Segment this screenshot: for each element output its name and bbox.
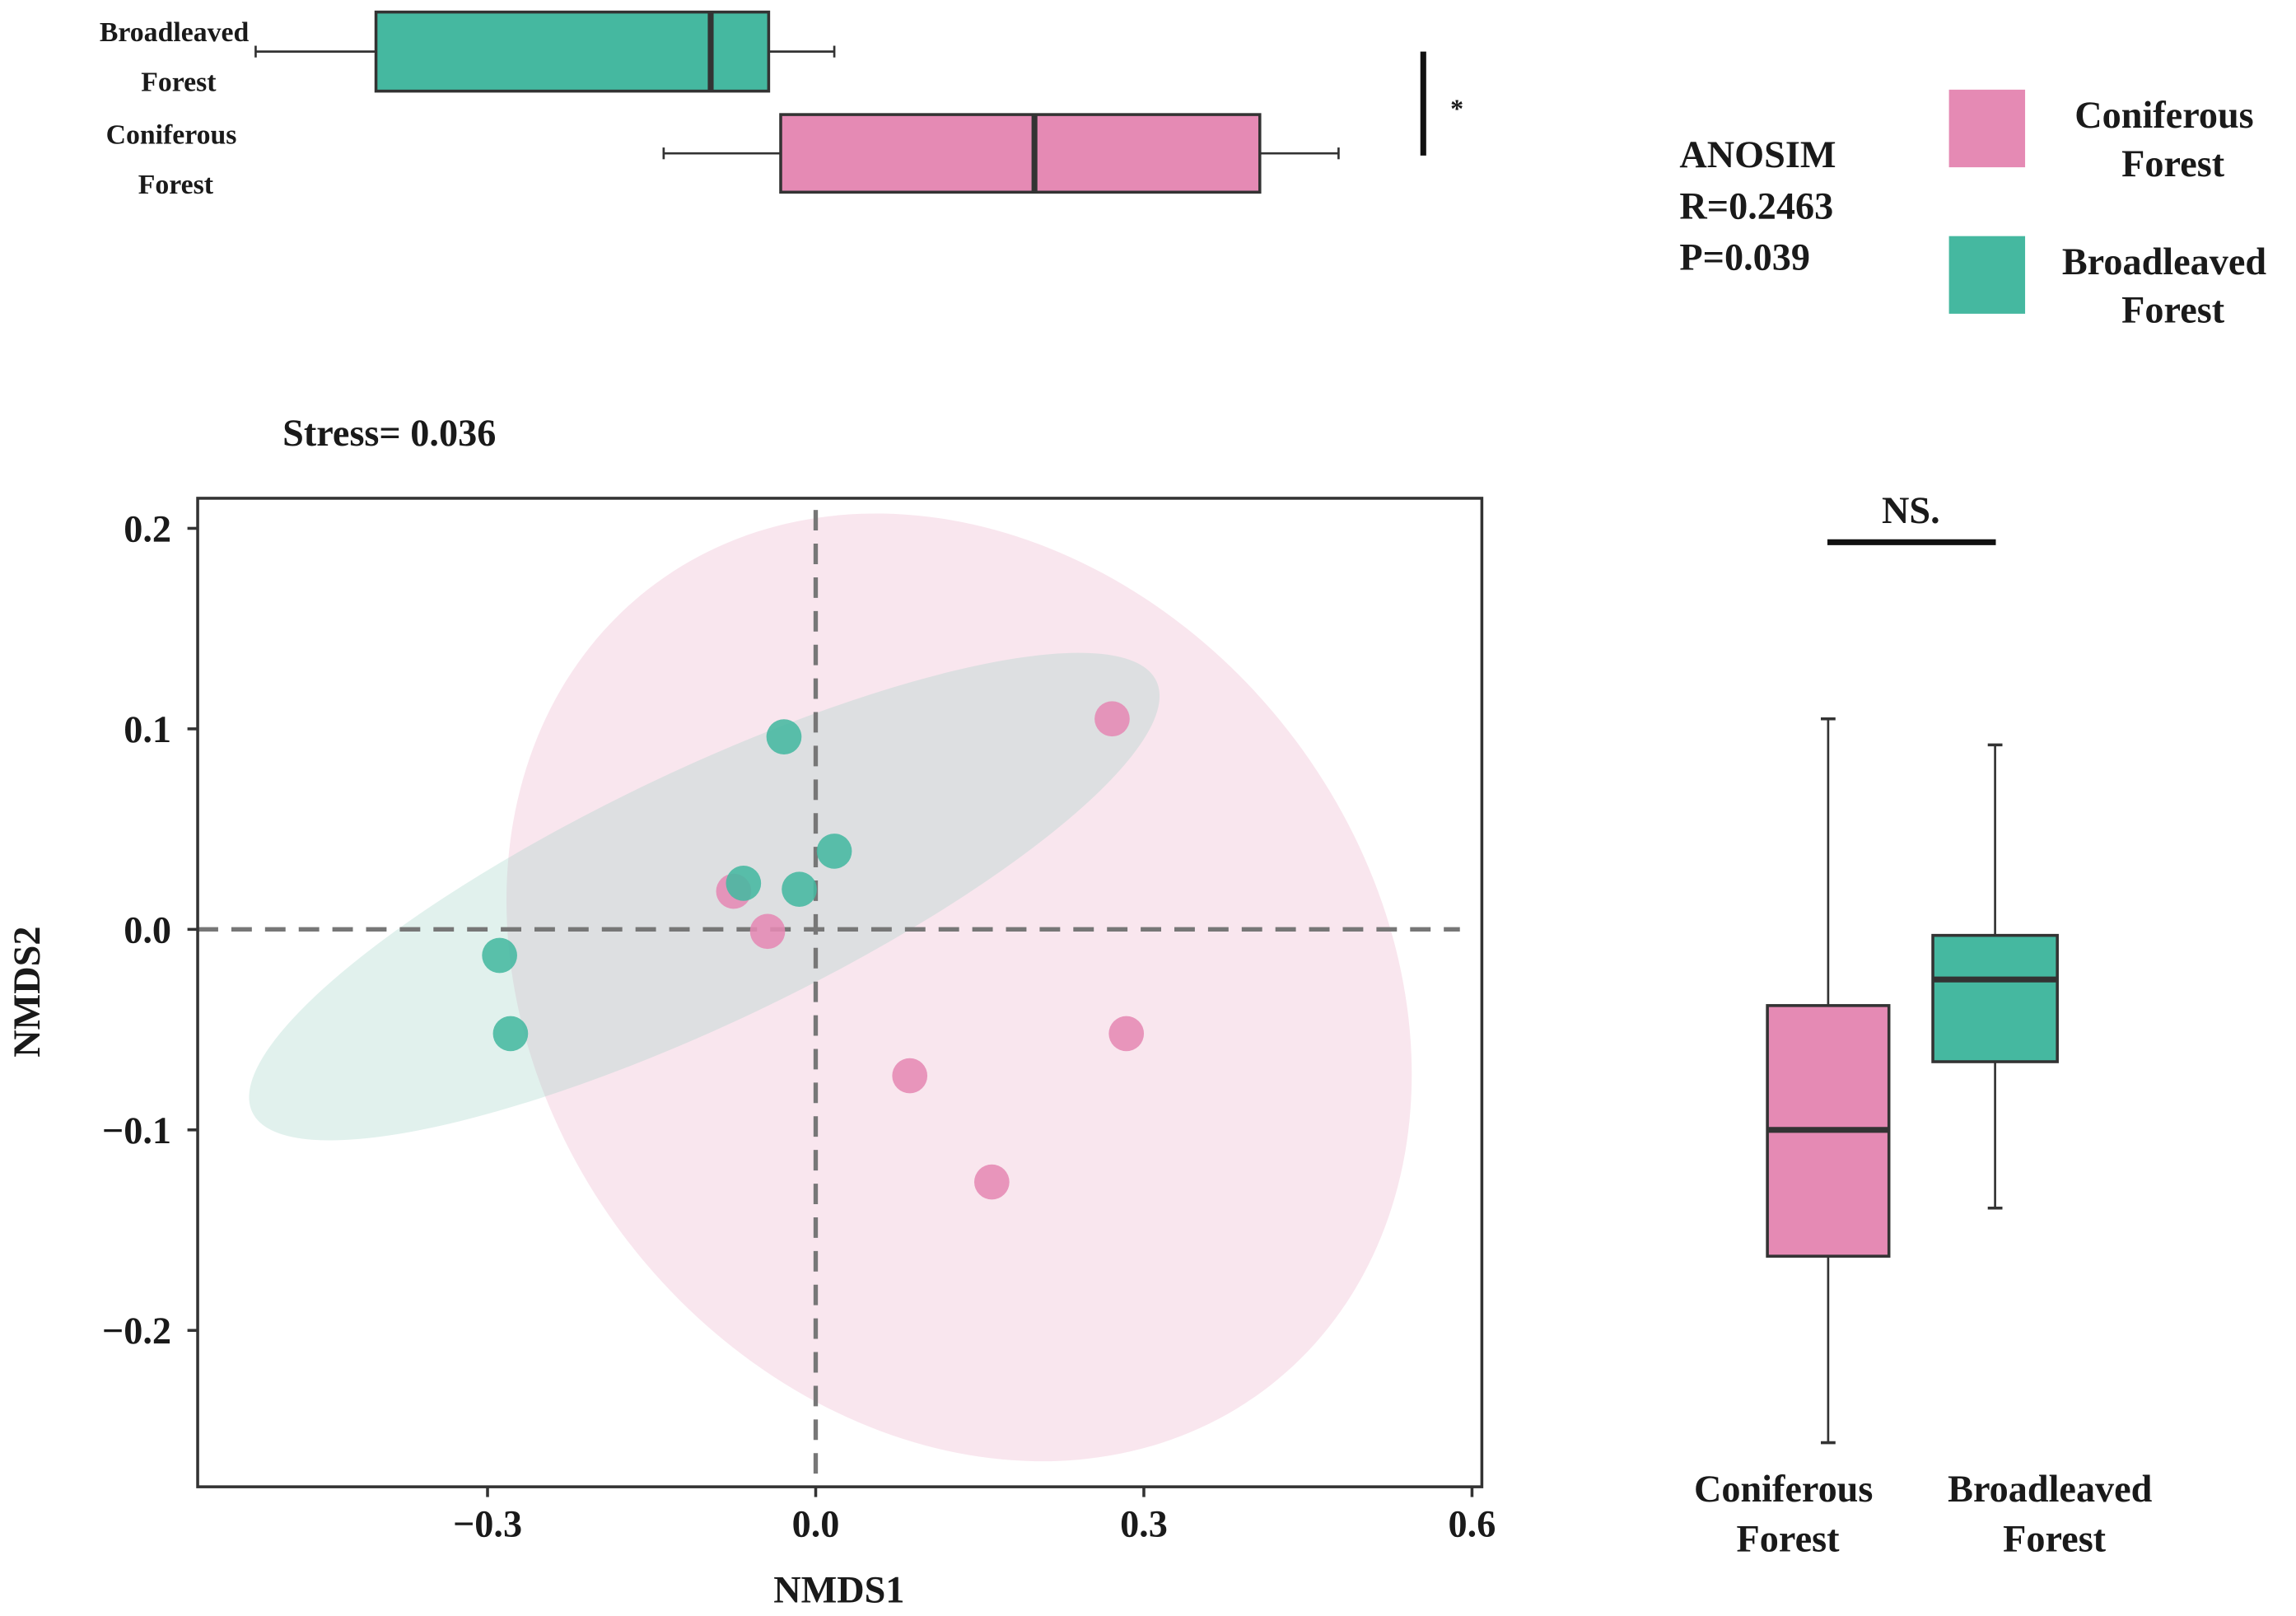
data-point bbox=[974, 1164, 1010, 1200]
anosim-r: R=0.2463 bbox=[1679, 184, 1833, 227]
category-label: Forest bbox=[2003, 1517, 2107, 1559]
data-point bbox=[492, 1016, 529, 1052]
data-point bbox=[892, 1058, 928, 1094]
coniferous-ellipse bbox=[506, 513, 1412, 1462]
box bbox=[1931, 933, 2059, 1063]
box bbox=[374, 10, 771, 93]
plot-frame bbox=[196, 497, 1484, 1488]
y-tick-label: −0.1 bbox=[102, 1109, 171, 1151]
legend-label: Forest bbox=[2121, 289, 2225, 331]
legend-label: Coniferous bbox=[2074, 94, 2253, 136]
data-point bbox=[1094, 701, 1130, 737]
legend-swatch bbox=[1948, 236, 2026, 314]
category-label: Broadleaved bbox=[1948, 1468, 2153, 1510]
stress-label: Stress= 0.036 bbox=[282, 412, 496, 454]
y-tick-label: 0.1 bbox=[124, 708, 171, 750]
significance-label: * bbox=[1450, 94, 1463, 124]
data-point bbox=[816, 834, 852, 869]
y-axis-label: NMDS2 bbox=[6, 927, 48, 1058]
category-label: Broadleaved bbox=[100, 17, 250, 48]
nmds2-boxplot: Coniferous Forest Broadleaved Forest NS. bbox=[1694, 489, 2153, 1559]
box bbox=[779, 113, 1262, 194]
anosim-title: ANOSIM bbox=[1679, 133, 1836, 175]
data-point bbox=[482, 937, 517, 974]
category-label: Coniferous bbox=[1694, 1468, 1873, 1510]
data-point bbox=[782, 871, 817, 907]
broadleaved-ellipse bbox=[249, 652, 1160, 1141]
data-point bbox=[766, 719, 802, 754]
nmds1-boxplot: Broadleaved Forest Coniferous Forest * bbox=[100, 10, 1463, 200]
data-point bbox=[1108, 1016, 1145, 1052]
x-tick-label: −0.3 bbox=[453, 1503, 522, 1545]
category-label: Forest bbox=[141, 68, 217, 98]
legend: Coniferous Forest Broadleaved Forest bbox=[1948, 89, 2267, 331]
anosim-p: P=0.039 bbox=[1679, 236, 1810, 278]
y-tick-label: 0.0 bbox=[124, 908, 171, 950]
legend-label: Broadleaved bbox=[2062, 241, 2267, 283]
nmds-scatter-plot: −0.3 0.0 0.3 0.6 0.2 0.1 0.0 −0.1 −0.2 NMDS1 NMDS2… bbox=[6, 412, 1496, 1611]
data-point bbox=[726, 866, 762, 901]
y-tick-label: −0.2 bbox=[102, 1310, 171, 1352]
legend-label: Forest bbox=[2121, 142, 2225, 184]
category-label: Coniferous bbox=[106, 120, 237, 151]
anosim-stats: ANOSIM R=0.2463 P=0.039 bbox=[1679, 133, 1836, 278]
x-tick-label: 0.0 bbox=[792, 1503, 840, 1545]
x-tick-label: 0.3 bbox=[1120, 1503, 1168, 1545]
category-label: Forest bbox=[1737, 1517, 1841, 1559]
x-axis-label: NMDS1 bbox=[773, 1569, 904, 1611]
category-label: Forest bbox=[138, 170, 214, 200]
data-point bbox=[749, 913, 786, 950]
significance-label: NS. bbox=[1882, 489, 1940, 531]
legend-swatch bbox=[1948, 89, 2026, 168]
y-tick-label: 0.2 bbox=[124, 507, 171, 549]
x-tick-label: 0.6 bbox=[1449, 1503, 1496, 1545]
